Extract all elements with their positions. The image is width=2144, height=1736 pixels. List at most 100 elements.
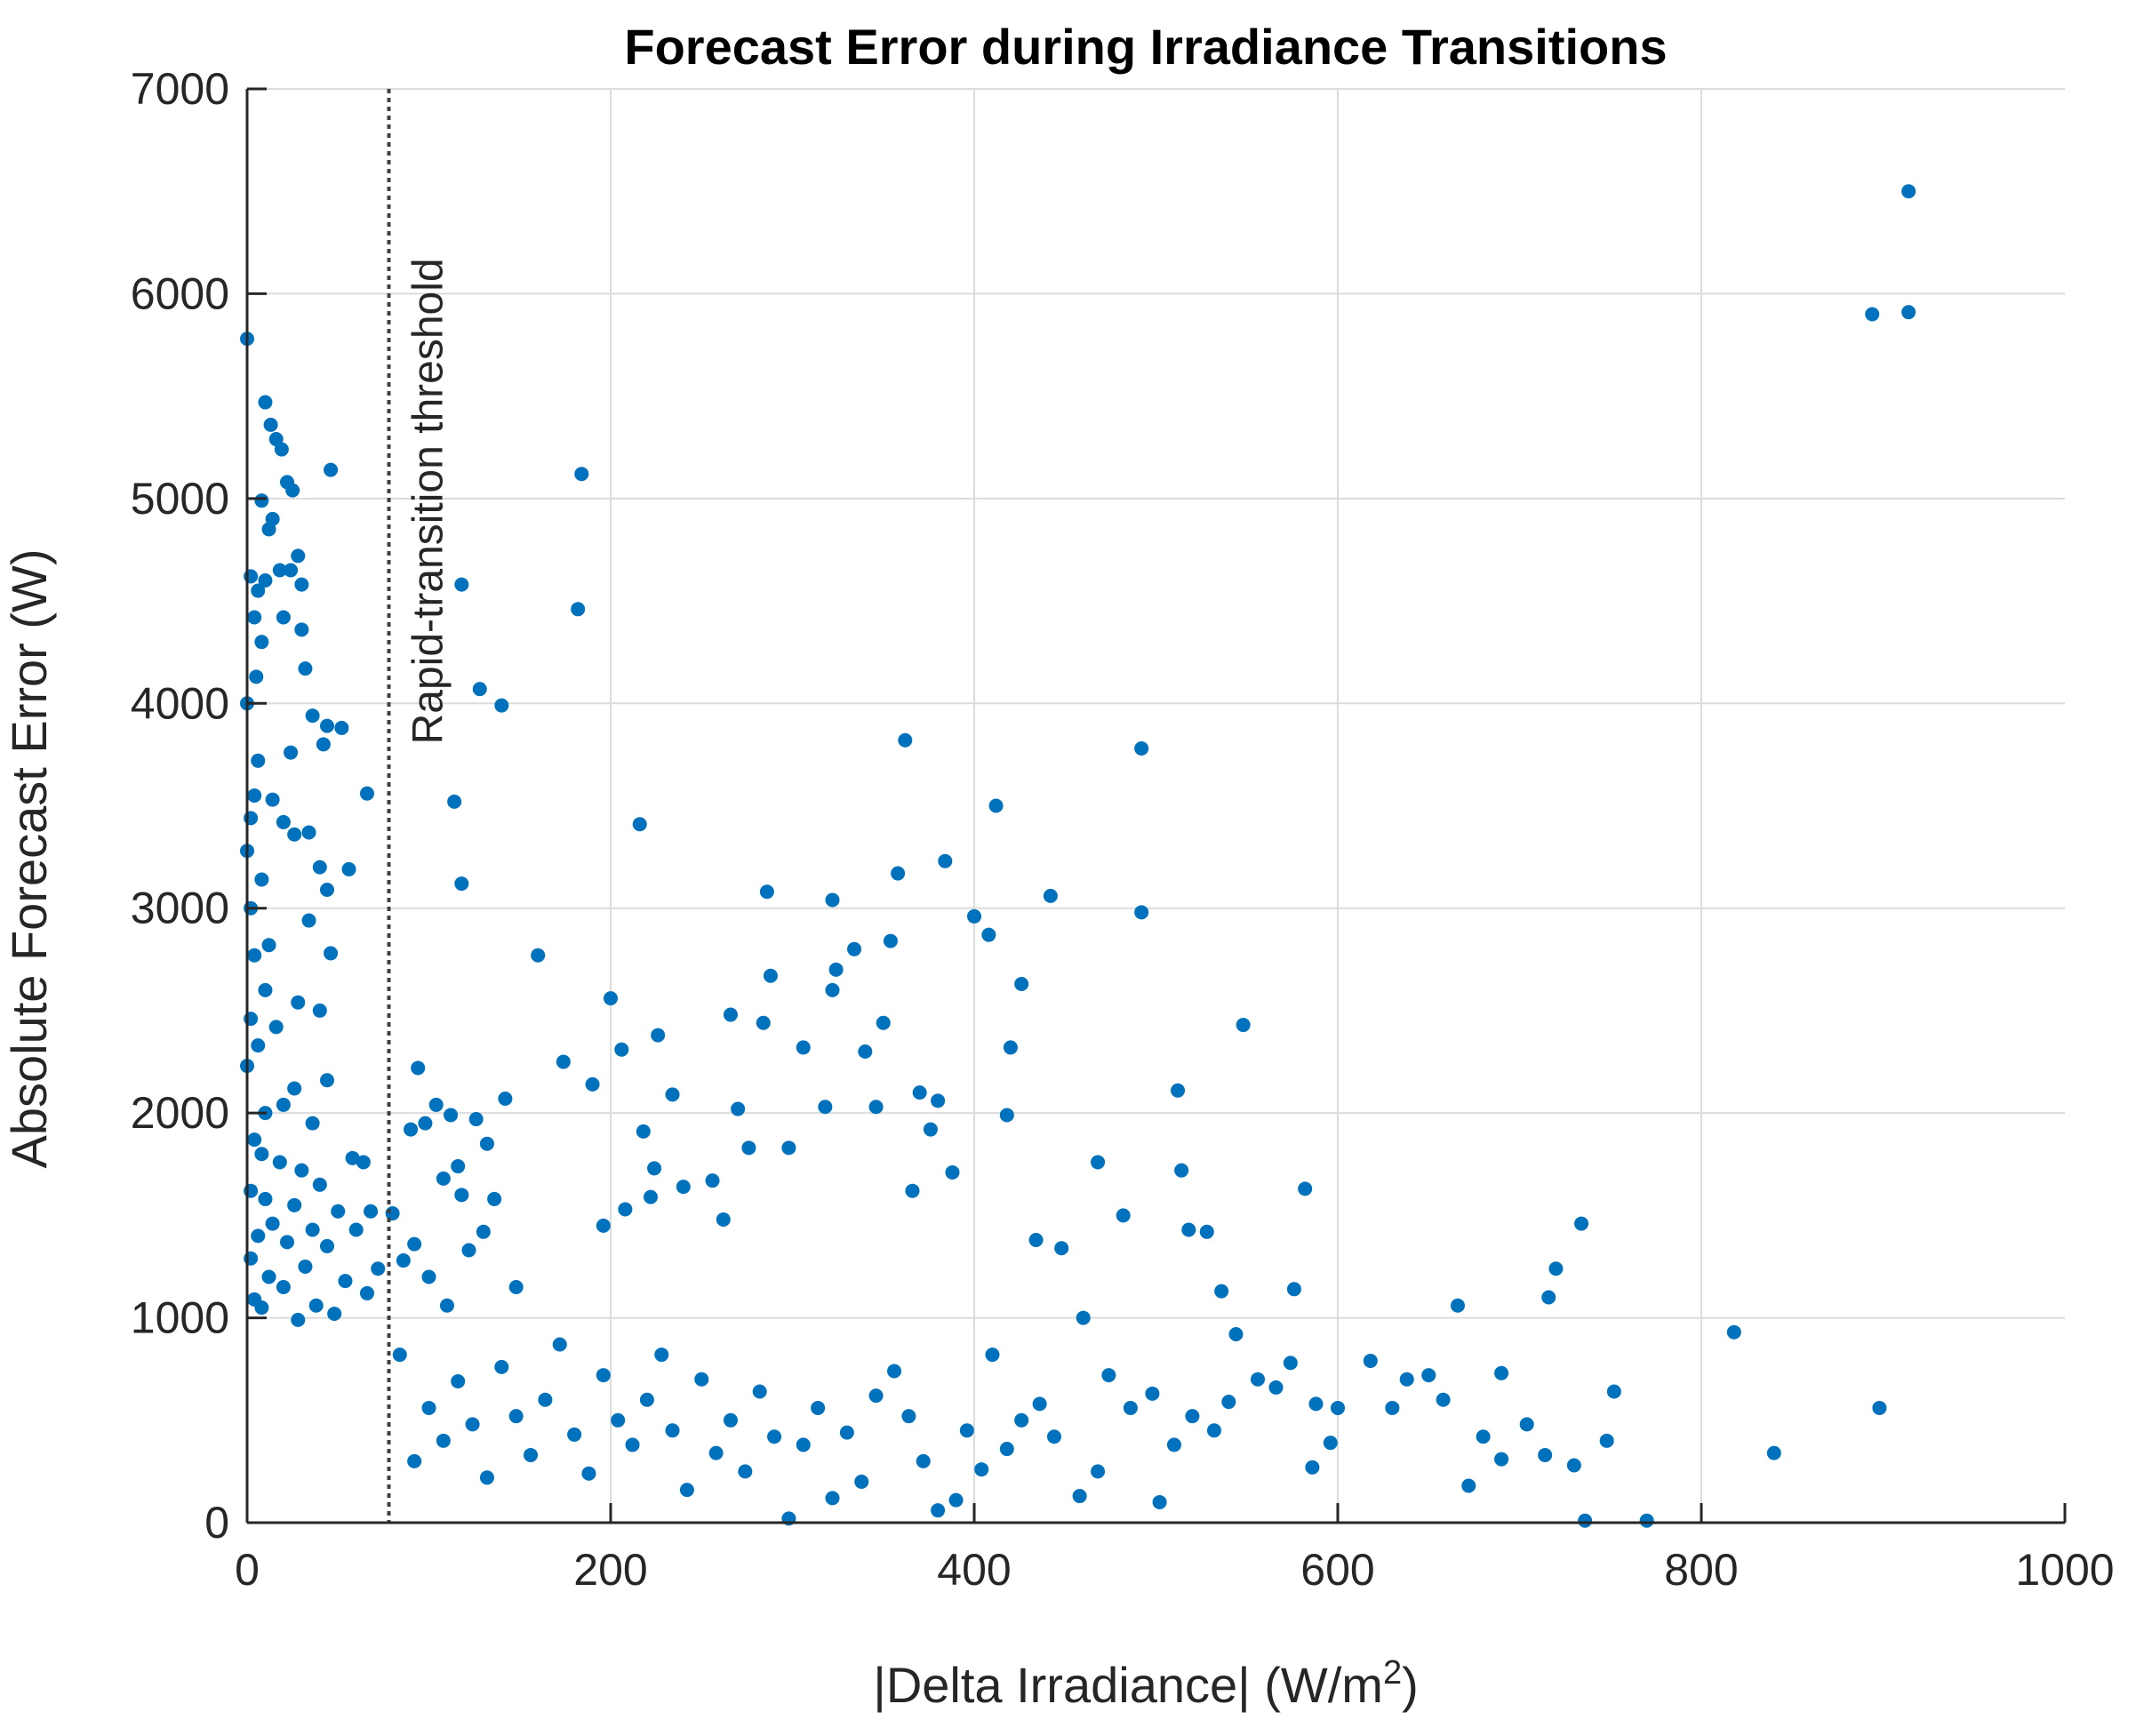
threshold-label: Rapid-transition threshold: [405, 258, 452, 744]
data-point: [249, 669, 264, 684]
data-point: [284, 745, 299, 760]
data-point: [651, 1028, 666, 1043]
data-point: [1494, 1365, 1509, 1380]
data-point: [251, 1038, 266, 1053]
data-point: [723, 1007, 738, 1022]
data-point: [825, 982, 840, 997]
data-point: [272, 563, 287, 578]
data-point: [931, 1503, 946, 1518]
data-point: [268, 1020, 284, 1035]
data-point: [618, 1202, 633, 1217]
data-point: [967, 908, 981, 924]
data-point: [1174, 1163, 1189, 1178]
data-point: [959, 1423, 974, 1438]
data-point: [741, 1140, 756, 1156]
data-point: [301, 825, 316, 840]
data-point: [825, 892, 840, 908]
data-point: [261, 1269, 276, 1284]
data-point: [461, 1243, 476, 1258]
data-point: [639, 1392, 654, 1407]
data-point: [287, 827, 302, 842]
data-point: [654, 1348, 669, 1363]
data-point: [883, 933, 898, 948]
data-point: [694, 1372, 709, 1387]
data-point: [479, 1136, 494, 1151]
y-tick-label: 6000: [131, 268, 229, 318]
data-point: [1385, 1400, 1400, 1415]
data-point: [1331, 1400, 1345, 1415]
data-point: [1286, 1282, 1301, 1297]
data-point: [1076, 1310, 1091, 1325]
data-point: [847, 941, 862, 956]
data-point: [418, 1116, 433, 1131]
data-point: [1606, 1384, 1621, 1399]
data-point: [524, 1447, 539, 1462]
data-point: [632, 817, 647, 832]
data-point: [1091, 1464, 1106, 1479]
data-point: [948, 1492, 964, 1508]
data-point: [287, 1081, 302, 1096]
data-point: [479, 1470, 494, 1485]
data-point: [679, 1483, 694, 1498]
data-point: [494, 698, 509, 713]
data-point: [454, 1188, 469, 1203]
data-point: [1123, 1400, 1138, 1415]
data-point: [731, 1101, 746, 1116]
x-tick-label: 200: [573, 1545, 647, 1595]
data-points: [240, 184, 1916, 1528]
data-point: [1072, 1489, 1087, 1504]
data-point: [411, 1060, 426, 1076]
data-point: [258, 982, 273, 997]
data-point: [287, 1197, 302, 1212]
data-point: [923, 1122, 938, 1137]
data-point: [254, 635, 269, 650]
data-point: [319, 718, 334, 733]
y-ticks: 0 1000 2000 3000 4000 5000 6000 7000: [131, 64, 267, 1548]
data-point: [1152, 1494, 1167, 1509]
data-point: [625, 1437, 640, 1452]
data-point: [396, 1253, 411, 1268]
data-point: [468, 1112, 484, 1127]
data-point: [247, 610, 262, 625]
data-point: [556, 1054, 571, 1069]
data-point: [276, 610, 291, 625]
data-point: [261, 938, 276, 953]
data-point: [251, 753, 266, 768]
data-point: [839, 1425, 854, 1440]
data-point: [938, 853, 953, 868]
data-point: [291, 1312, 306, 1327]
data-point: [708, 1445, 724, 1460]
data-point: [1566, 1458, 1581, 1473]
data-point: [258, 395, 273, 410]
y-tick-label: 4000: [131, 678, 229, 728]
data-point: [251, 1228, 266, 1244]
data-point: [1134, 740, 1149, 756]
data-point: [338, 1274, 353, 1289]
data-point: [1901, 184, 1916, 199]
data-point: [407, 1236, 422, 1252]
data-point: [916, 1453, 931, 1468]
data-point: [404, 1122, 419, 1137]
data-point: [276, 814, 291, 829]
data-point: [531, 948, 546, 963]
data-point: [294, 1163, 309, 1178]
data-point: [876, 1015, 891, 1030]
data-point: [898, 732, 913, 748]
data-point: [905, 1183, 920, 1198]
data-point: [665, 1423, 680, 1438]
data-point: [1494, 1452, 1509, 1467]
data-point: [767, 1429, 782, 1444]
data-point: [324, 946, 339, 961]
data-point: [298, 661, 313, 676]
data-point: [999, 1442, 1014, 1457]
data-point: [868, 1388, 884, 1404]
chart-title: Forecast Error during Irradiance Transit…: [624, 19, 1667, 75]
data-point: [1363, 1353, 1378, 1368]
data-point: [276, 1280, 291, 1295]
data-point: [285, 483, 300, 498]
data-point: [1283, 1356, 1298, 1371]
data-point: [451, 1374, 466, 1389]
data-point: [825, 1491, 840, 1506]
x-axis-label-end: ): [1402, 1657, 1419, 1713]
data-point: [1251, 1372, 1266, 1387]
